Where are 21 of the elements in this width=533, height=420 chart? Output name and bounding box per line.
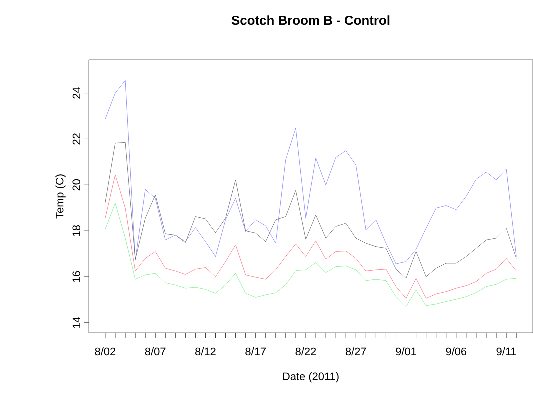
y-tick-label: 20 <box>72 179 80 191</box>
x-tick-label: 9/11 <box>496 348 516 356</box>
x-tick-label: 8/02 <box>95 348 116 356</box>
x-tick-label: 8/07 <box>145 348 166 356</box>
line-series <box>105 80 517 264</box>
chart-title: Scotch Broom B - Control <box>232 16 390 26</box>
x-tick-label: 8/12 <box>196 348 216 356</box>
y-tick-label: 22 <box>72 134 80 145</box>
x-tick-label: 8/17 <box>246 348 266 356</box>
x-tick-label: 8/22 <box>296 348 316 356</box>
line-series <box>105 174 517 299</box>
x-axis-title: Date (2011) <box>283 372 339 383</box>
x-tick-label: 9/01 <box>396 348 416 356</box>
y-tick-label: 16 <box>72 271 80 282</box>
y-tick-label: 14 <box>72 317 80 328</box>
y-tick-label: 24 <box>72 88 80 99</box>
y-axis-title: Temp (C) <box>56 174 66 219</box>
y-tick-label: 18 <box>72 225 80 236</box>
line-series <box>105 203 517 308</box>
x-tick-label: 8/27 <box>346 348 366 356</box>
x-tick-label: 9/06 <box>446 348 467 356</box>
